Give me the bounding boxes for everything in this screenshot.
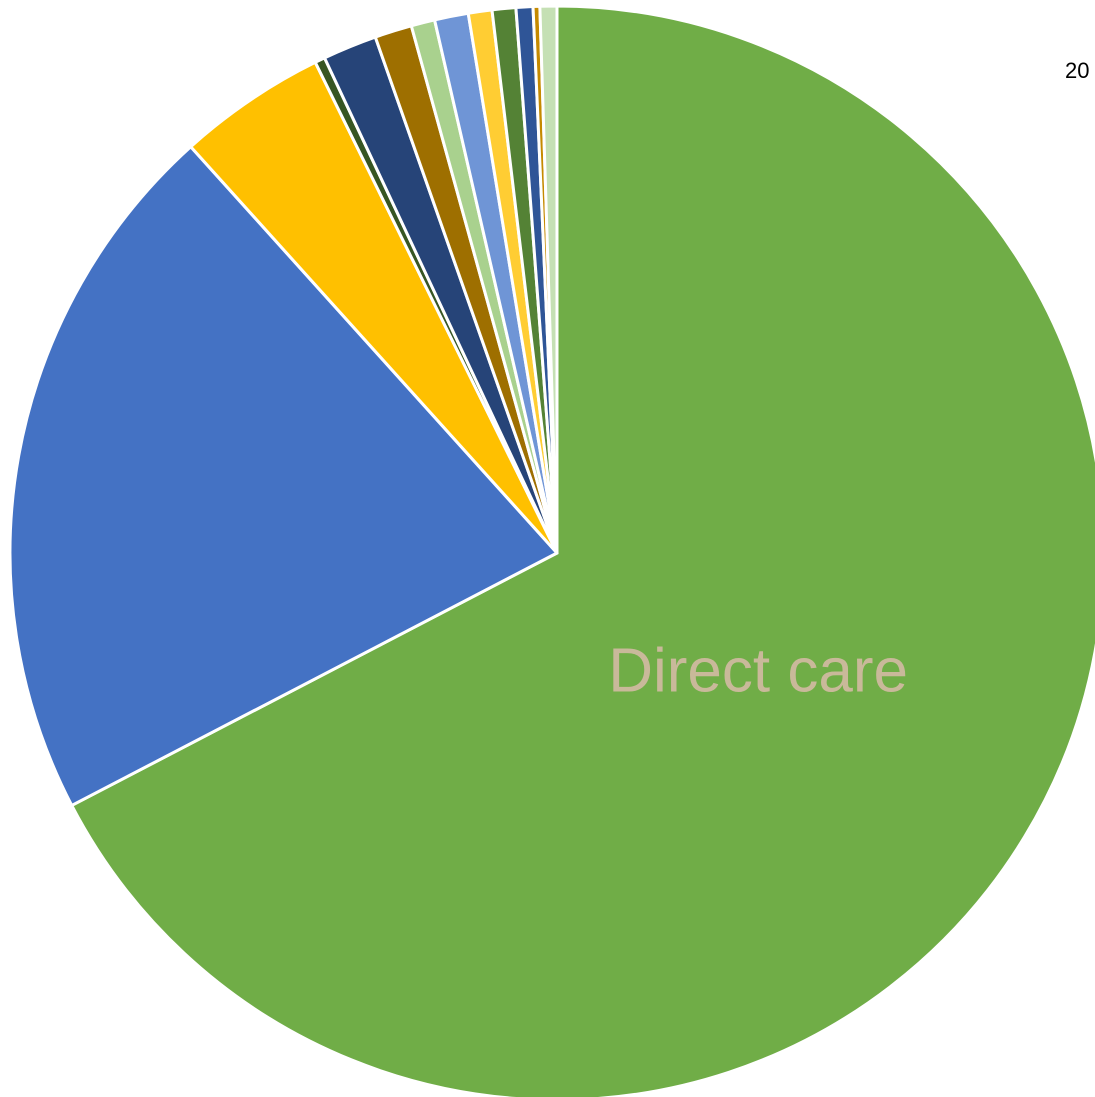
slice-label-1: Direct care: [608, 636, 908, 705]
pie-slice-13: [538, 4, 559, 555]
pie-slice-1: [70, 4, 1095, 1097]
pie-slice-2: [8, 145, 559, 807]
pie-slices: [8, 4, 1095, 1097]
corner-text: 20: [1065, 58, 1090, 83]
pie-labels: Direct care: [608, 636, 908, 705]
